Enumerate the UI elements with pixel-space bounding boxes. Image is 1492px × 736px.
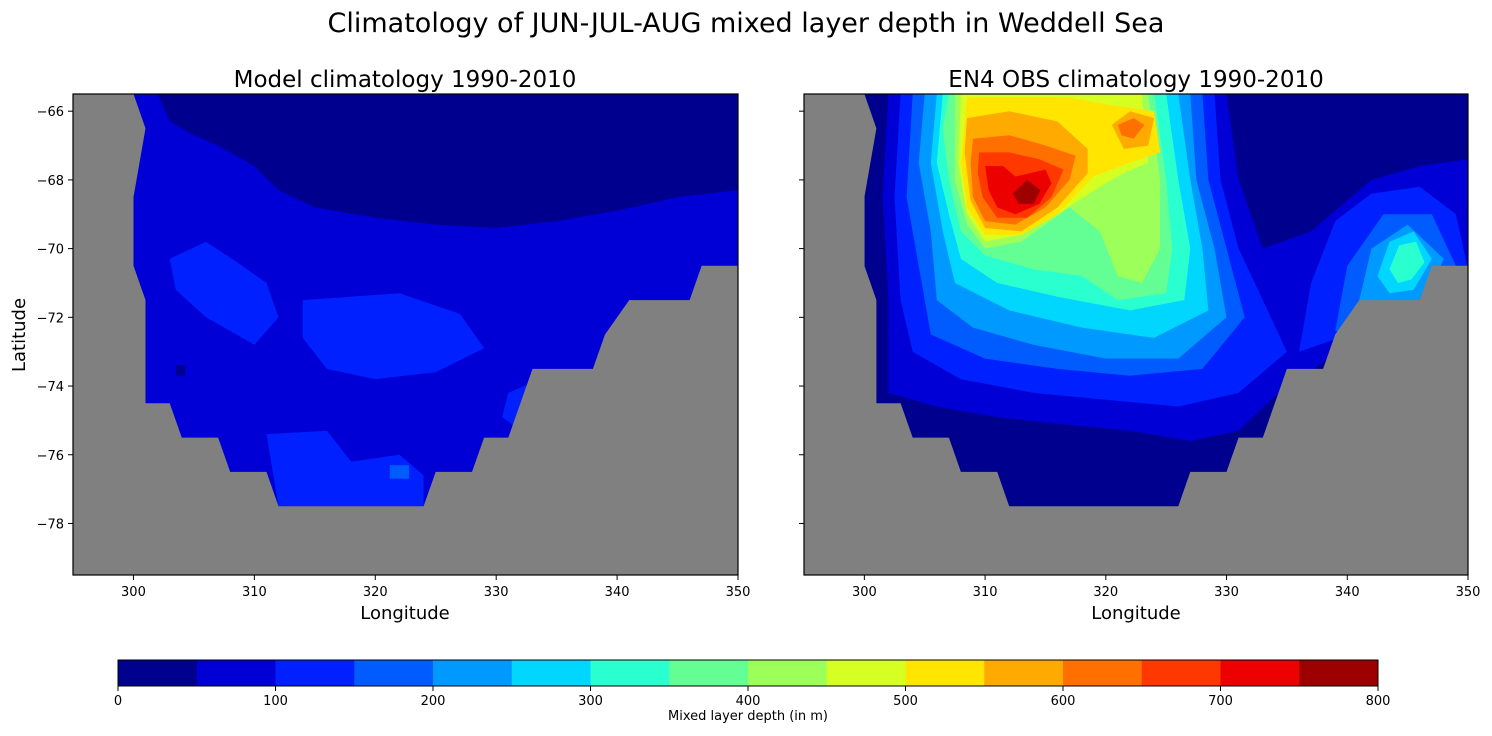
- colorbar-swatch-150-200: [354, 660, 434, 686]
- x-tick-label: 350: [726, 585, 751, 600]
- figure-title: Climatology of JUN-JUL-AUG mixed layer d…: [328, 8, 1165, 39]
- colorbar-swatch-700-750: [1220, 660, 1300, 686]
- panel-model-frame: [72, 93, 739, 576]
- colorbar-ticks: 0 100 200 300 400 500 600 700 800: [114, 686, 1391, 709]
- x-tick-label: 330: [484, 585, 509, 600]
- colorbar-swatch-100-150: [275, 660, 355, 686]
- contour-band-0-50m: [157, 94, 739, 228]
- panel-model: Model climatology 1990-2010 300 310 320 330…: [9, 67, 750, 624]
- colorbar-swatch-0-50: [118, 660, 198, 686]
- colorbar-label: Mixed layer depth (in m): [668, 709, 828, 724]
- colorbar-swatch-450-500: [826, 660, 906, 686]
- colorbar-tick-label: 600: [1051, 694, 1076, 709]
- colorbar-tick-label: 700: [1208, 694, 1233, 709]
- contour-band-100-150m: [169, 241, 279, 345]
- colorbar-swatch-750-800: [1299, 660, 1379, 686]
- y-tick-label: −78: [37, 517, 64, 532]
- colorbar: 0 100 200 300 400 500 600 700 800 Mixed layer de…: [114, 659, 1391, 724]
- panel-obs-frame: [803, 93, 1469, 576]
- panel-model-ylabel: Latitude: [9, 298, 30, 372]
- colorbar-swatch-550-600: [984, 660, 1064, 686]
- colorbar-swatch-500-550: [905, 660, 985, 686]
- x-tick-label: 310: [973, 585, 998, 600]
- x-tick-label: 310: [242, 585, 267, 600]
- colorbar-tick-label: 0: [114, 694, 122, 709]
- x-tick-label: 350: [1456, 585, 1481, 600]
- y-tick-label: −68: [37, 174, 64, 189]
- contour-band-100-150m: [302, 293, 485, 380]
- x-tick-label: 340: [1335, 585, 1360, 600]
- colorbar-swatch-200-250: [433, 660, 513, 686]
- panel-obs: EN4 OBS climatology 1990-2010 300 310 320 3…: [799, 67, 1480, 624]
- panel-obs-xlabel: Longitude: [1091, 603, 1181, 624]
- contour-band-750-800m: [1012, 179, 1041, 204]
- colorbar-tick-label: 400: [736, 694, 761, 709]
- colorbar-swatch-650-700: [1141, 660, 1221, 686]
- colorbar-swatch-600-650: [1063, 660, 1143, 686]
- panel-obs-plot: [804, 94, 1468, 575]
- panel-model-title: Model climatology 1990-2010: [234, 67, 577, 93]
- contour-band-600-650m: [1117, 118, 1145, 139]
- panel-model-xticks: 300 310 320 330 340 350: [121, 575, 750, 600]
- x-tick-label: 300: [852, 585, 877, 600]
- colorbar-swatch-50-100: [196, 660, 276, 686]
- contour-band-300-350m: [1389, 241, 1425, 283]
- colorbar-swatch-400-450: [748, 660, 828, 686]
- land-mask: [73, 94, 738, 575]
- colorbar-swatches: [118, 660, 1379, 686]
- colorbar-tick-label: 200: [421, 694, 446, 709]
- x-tick-label: 320: [1093, 585, 1118, 600]
- x-tick-label: 330: [1214, 585, 1239, 600]
- colorbar-swatch-350-400: [669, 660, 749, 686]
- colorbar-tick-label: 100: [263, 694, 288, 709]
- colorbar-tick-label: 800: [1366, 694, 1391, 709]
- panel-obs-yticks: [799, 110, 804, 524]
- x-tick-label: 300: [121, 585, 146, 600]
- panel-model-yticks: −66 −68 −70 −72 −74 −76 −78: [37, 105, 73, 532]
- y-tick-label: −72: [37, 311, 64, 326]
- x-tick-label: 340: [605, 585, 630, 600]
- y-tick-label: −74: [37, 380, 64, 395]
- panel-obs-xticks: 300 310 320 330 340 350: [852, 575, 1480, 600]
- colorbar-tick-label: 300: [578, 694, 603, 709]
- y-tick-label: −76: [37, 449, 64, 464]
- contour-band-0-50m: [175, 365, 186, 376]
- land-mask: [804, 94, 1468, 575]
- colorbar-swatch-250-300: [511, 660, 591, 686]
- contour-band-100-150m: [266, 430, 424, 507]
- x-tick-label: 320: [363, 585, 388, 600]
- contour-band-150-200m: [389, 465, 410, 479]
- y-tick-label: −70: [37, 243, 64, 258]
- panel-model-plot: [73, 94, 739, 575]
- y-tick-label: −66: [37, 105, 64, 120]
- panel-model-xlabel: Longitude: [360, 603, 450, 624]
- colorbar-tick-label: 500: [893, 694, 918, 709]
- panel-obs-title: EN4 OBS climatology 1990-2010: [948, 67, 1323, 93]
- colorbar-swatch-300-350: [590, 660, 670, 686]
